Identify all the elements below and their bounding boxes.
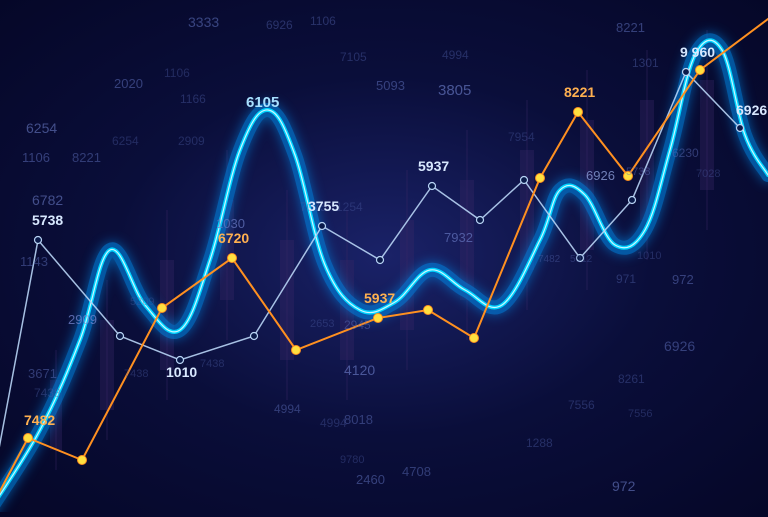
chart-svg [0,0,768,512]
financial-chart: 3333692611068221710549941301202011061166… [0,0,768,512]
